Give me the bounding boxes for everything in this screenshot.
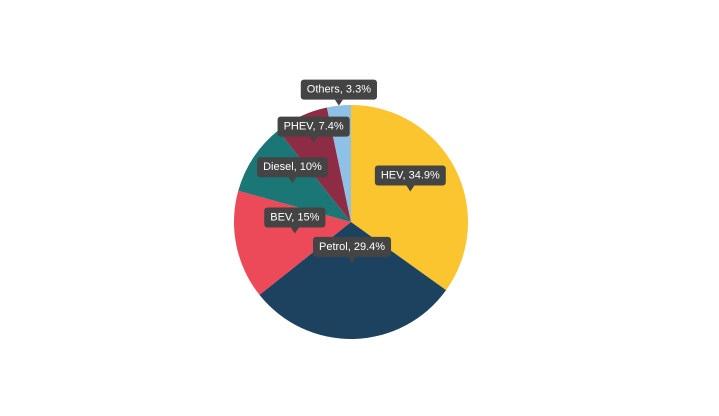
label-text: Others, 3.3% <box>307 84 371 96</box>
label-box <box>300 79 377 100</box>
label-text: BEV, 15% <box>270 211 319 223</box>
data-label: Petrol, 29.4% <box>313 236 392 263</box>
label-box <box>313 236 392 257</box>
label-box <box>264 207 326 228</box>
label-pointer <box>288 177 297 184</box>
label-pointer <box>348 256 357 263</box>
label-pointer <box>334 99 343 106</box>
label-pointer <box>406 185 415 192</box>
data-label: HEV, 34.9% <box>374 165 446 192</box>
label-text: HEV, 34.9% <box>381 169 440 181</box>
pie-slice <box>351 105 469 291</box>
data-label: Diesel, 10% <box>257 157 328 184</box>
label-text: Petrol, 29.4% <box>319 241 385 253</box>
label-pointer <box>309 136 318 143</box>
data-label: BEV, 15% <box>264 207 326 234</box>
data-label: PHEV, 7.4% <box>277 116 350 143</box>
label-text: Diesel, 10% <box>263 161 322 173</box>
label-pointer <box>290 227 299 234</box>
label-box <box>374 165 446 186</box>
label-box <box>277 116 350 137</box>
pie-slice <box>259 222 447 339</box>
data-label: Others, 3.3% <box>300 79 377 106</box>
label-box <box>257 157 328 178</box>
label-text: PHEV, 7.4% <box>284 121 344 133</box>
